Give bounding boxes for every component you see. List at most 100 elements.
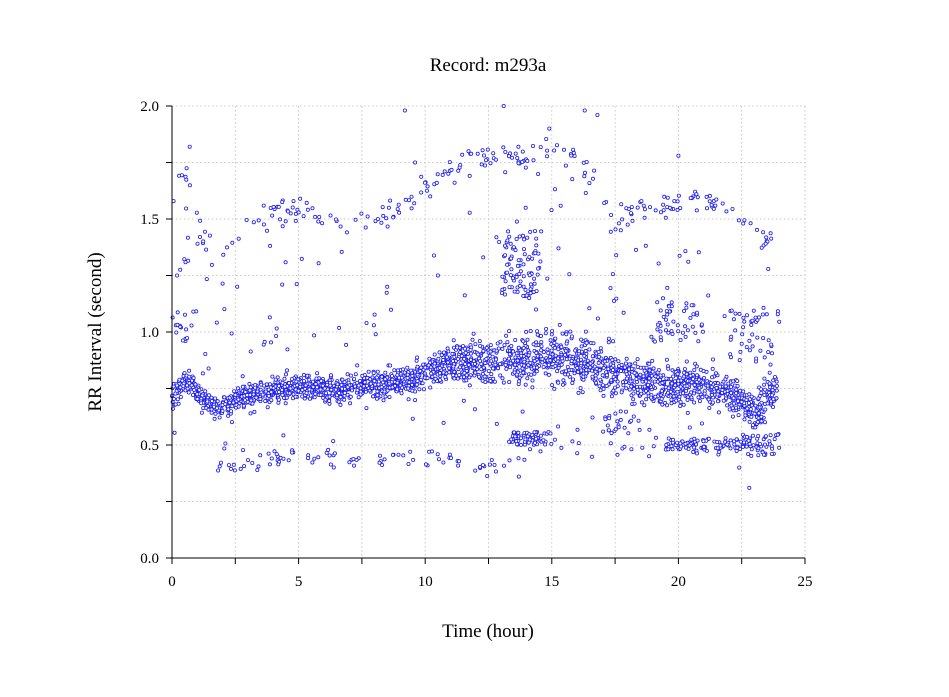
data-point [608, 441, 613, 446]
data-point [518, 436, 523, 441]
data-point [693, 330, 698, 335]
data-point [351, 457, 356, 462]
data-point [397, 210, 402, 215]
data-point [212, 404, 217, 409]
data-point [634, 376, 639, 381]
data-point [280, 392, 285, 397]
data-point [503, 253, 508, 258]
data-point [581, 374, 586, 379]
data-point [741, 221, 746, 226]
data-point [658, 329, 663, 334]
data-point [524, 329, 529, 334]
data-point [325, 382, 330, 387]
data-point [539, 229, 544, 234]
data-point [747, 338, 752, 343]
data-point [518, 279, 523, 284]
data-point [207, 233, 212, 238]
data-point [652, 339, 657, 344]
data-point [415, 364, 420, 369]
data-point [395, 368, 400, 373]
data-point [621, 310, 626, 315]
data-point [730, 414, 735, 419]
data-point [464, 373, 469, 378]
data-point [658, 335, 663, 340]
data-point [513, 151, 518, 156]
data-point [666, 330, 671, 335]
data-point [441, 357, 446, 362]
data-point [401, 453, 406, 458]
data-point [432, 352, 437, 357]
data-point [511, 358, 516, 363]
data-point [441, 460, 446, 465]
data-point [694, 364, 699, 369]
data-point [468, 347, 473, 352]
data-point [520, 159, 525, 164]
x-tick-label: 20 [671, 574, 686, 590]
data-point [178, 394, 183, 399]
data-point [460, 152, 465, 157]
data-point [528, 447, 533, 452]
data-point [569, 334, 574, 339]
data-point [344, 342, 349, 347]
data-point [429, 449, 434, 454]
data-point [178, 385, 183, 390]
data-point [512, 370, 517, 375]
data-point [741, 325, 746, 330]
data-point [670, 447, 675, 452]
data-point [258, 453, 263, 458]
data-point [740, 332, 745, 337]
data-point [516, 474, 521, 479]
data-point [485, 147, 490, 152]
data-point [447, 370, 452, 375]
data-point [345, 385, 350, 390]
data-point [700, 329, 705, 334]
data-point [438, 378, 443, 383]
data-point [733, 328, 738, 333]
data-point [310, 379, 315, 384]
data-point [206, 393, 211, 398]
data-point [356, 383, 361, 388]
data-point [358, 392, 363, 397]
data-point [533, 229, 538, 234]
data-point [244, 217, 249, 222]
data-point [184, 166, 189, 171]
data-point [473, 370, 478, 375]
data-point [685, 397, 690, 402]
data-point [561, 378, 566, 383]
data-point [592, 168, 597, 173]
data-point [512, 430, 517, 435]
data-point [495, 366, 500, 371]
data-point [456, 463, 461, 468]
data-point [604, 373, 609, 378]
data-point [664, 376, 669, 381]
data-point [364, 320, 369, 325]
data-point [503, 362, 508, 367]
data-point [388, 198, 393, 203]
data-point [324, 391, 329, 396]
data-point [564, 369, 569, 374]
data-point [411, 457, 416, 462]
data-point [561, 382, 566, 387]
data-point [480, 371, 485, 376]
data-point [759, 390, 764, 395]
data-point [706, 436, 711, 441]
data-point [672, 379, 677, 384]
data-point [336, 391, 341, 396]
data-point [497, 239, 502, 244]
data-point [556, 356, 561, 361]
data-point [632, 386, 637, 391]
data-point [745, 313, 750, 318]
data-point [344, 230, 349, 235]
data-point [632, 370, 637, 375]
data-point [305, 207, 310, 212]
data-point [515, 358, 520, 363]
data-point [684, 388, 689, 393]
data-point [563, 348, 568, 353]
data-point [671, 319, 676, 324]
data-point [679, 444, 684, 449]
data-point [571, 377, 576, 382]
data-point [428, 385, 433, 390]
data-point [500, 376, 505, 381]
data-point [735, 383, 740, 388]
data-point [544, 326, 549, 331]
